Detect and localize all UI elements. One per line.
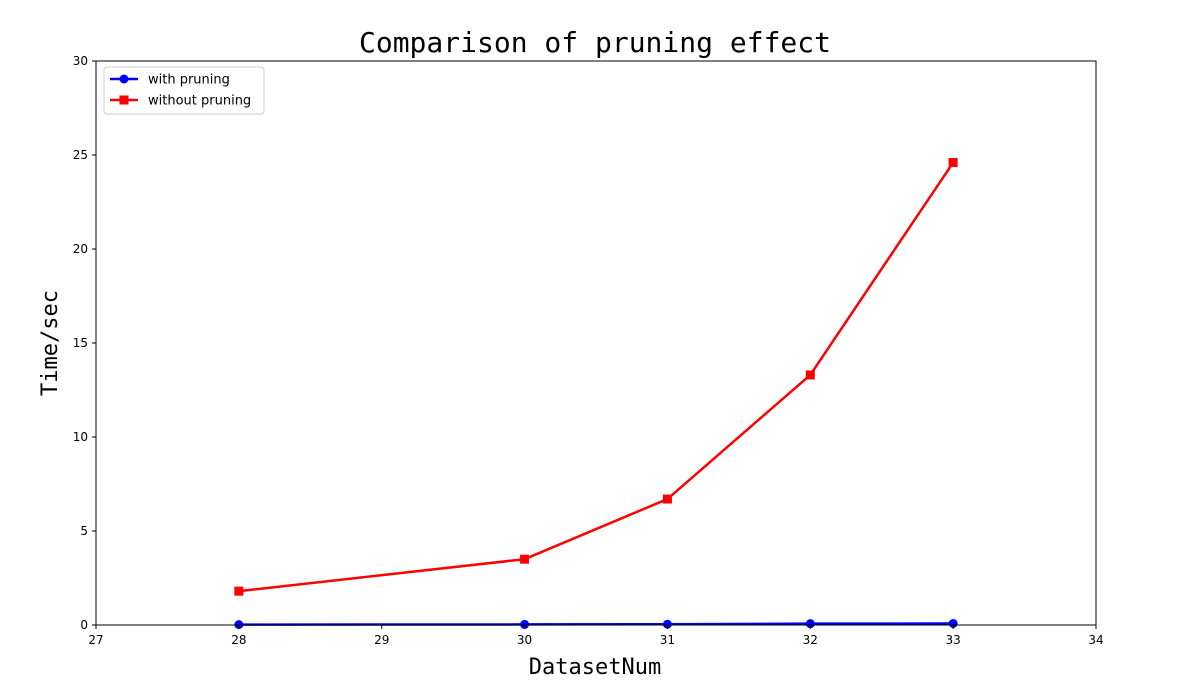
legend-entry: with pruning (110, 73, 230, 88)
y-tick-label: 15 (73, 336, 88, 350)
x-tick-label: 27 (88, 633, 103, 647)
x-tick-label: 33 (946, 633, 961, 647)
x-tick-label: 28 (231, 633, 246, 647)
legend-entry: without pruning (110, 94, 251, 109)
x-tick-label: 30 (517, 633, 532, 647)
data-point (948, 618, 958, 628)
legend-label: with pruning (148, 73, 230, 88)
data-point (805, 619, 815, 629)
y-axis-label: Time/sec (38, 290, 63, 396)
x-tick-label: 32 (803, 633, 818, 647)
data-point (662, 494, 672, 504)
plot-frame (95, 60, 1097, 626)
y-tick-label: 10 (73, 430, 88, 444)
axis-ticks: 27 28 29 30 31 32 33 34 0 5 10 15 20 25 30 (73, 54, 1104, 647)
series-line (238, 161, 955, 593)
y-tick-label: 30 (73, 54, 88, 68)
x-tick-label: 29 (374, 633, 389, 647)
series-with-pruning (234, 618, 958, 630)
series-without-pruning (234, 158, 958, 596)
legend: with pruning without pruning (103, 66, 265, 115)
data-point (520, 619, 530, 629)
series-line (238, 622, 954, 626)
x-tick-label: 34 (1088, 633, 1103, 647)
data-point (662, 619, 672, 629)
legend-items: with pruning without pruning (110, 73, 251, 109)
y-tick-label: 5 (80, 524, 88, 538)
data-point (234, 586, 244, 596)
data-point (948, 158, 958, 168)
y-tick-label: 25 (73, 148, 88, 162)
data-point (805, 370, 815, 380)
y-tick-label: 20 (73, 242, 88, 256)
legend-marker (119, 95, 129, 105)
data-point (520, 554, 530, 564)
legend-box (103, 66, 265, 115)
y-tick-label: 0 (80, 618, 88, 632)
legend-label: without pruning (148, 94, 251, 109)
x-tick-label: 31 (660, 633, 675, 647)
series-layer (234, 158, 958, 630)
legend-marker (119, 74, 129, 84)
x-axis-label: DatasetNum (529, 655, 661, 680)
chart-title: Comparison of pruning effect (359, 26, 831, 59)
